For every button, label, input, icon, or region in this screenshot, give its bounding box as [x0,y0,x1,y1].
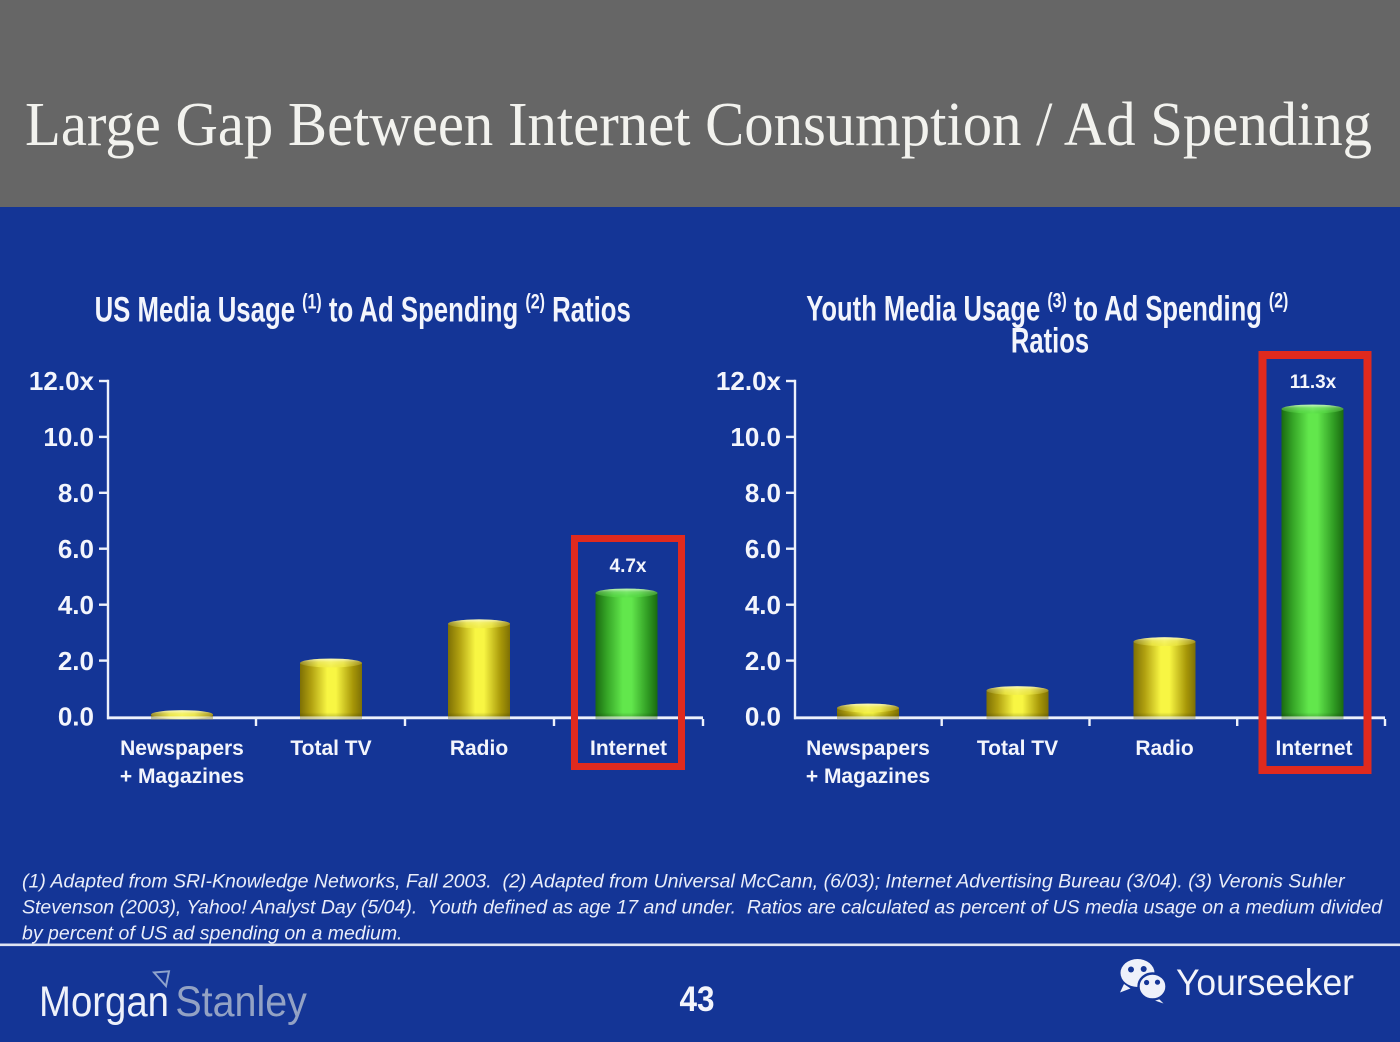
svg-text:Total TV: Total TV [977,737,1058,760]
svg-text:0.0: 0.0 [58,702,94,732]
svg-text:Newspapers: Newspapers [806,737,930,760]
svg-text:12.0x: 12.0x [29,366,95,396]
svg-text:Radio: Radio [450,737,508,760]
svg-text:11.3x: 11.3x [1290,372,1337,393]
svg-text:8.0: 8.0 [58,478,94,508]
svg-text:Radio: Radio [1135,737,1193,760]
svg-text:6.0: 6.0 [58,534,94,564]
svg-text:Youth Media Usage (3) to Ad Sp: Youth Media Usage (3) to Ad Spending (2) [806,289,1288,328]
svg-text:2.0: 2.0 [58,646,94,676]
svg-text:4.7x: 4.7x [610,556,647,577]
svg-text:43: 43 [680,980,715,1019]
svg-text:Morgan: Morgan [39,978,169,1026]
svg-text:Ratios: Ratios [1011,322,1089,361]
svg-text:6.0: 6.0 [745,534,781,564]
svg-text:Yourseeker: Yourseeker [1176,962,1354,1003]
svg-text:Internet: Internet [590,737,667,760]
svg-text:0.0: 0.0 [745,702,781,732]
svg-text:10.0: 10.0 [43,422,94,452]
svg-text:(1) Adapted from SRI-Knowledge: (1) Adapted from SRI-Knowledge Networks,… [22,871,1346,893]
svg-text:12.0x: 12.0x [716,366,782,396]
svg-text:Newspapers: Newspapers [120,737,244,760]
svg-text:by percent of US ad spending o: by percent of US ad spending on a medium… [22,923,402,945]
svg-text:+ Magazines: + Magazines [120,765,244,788]
svg-text:Stanley: Stanley [175,978,307,1026]
svg-text:+ Magazines: + Magazines [806,765,930,788]
svg-text:4.0: 4.0 [58,590,94,620]
svg-text:10.0: 10.0 [730,422,781,452]
svg-text:Internet: Internet [1275,737,1352,760]
svg-text:US Media Usage (1) to Ad Spend: US Media Usage (1) to Ad Spending (2) Ra… [95,290,631,330]
svg-text:Large Gap Between Internet Con: Large Gap Between Internet Consumption /… [25,91,1372,160]
svg-text:4.0: 4.0 [745,590,781,620]
svg-text:2.0: 2.0 [745,646,781,676]
svg-text:Total TV: Total TV [290,737,371,760]
svg-text:Stevenson (2003), Yahoo! Analy: Stevenson (2003), Yahoo! Analyst Day (5/… [22,897,1383,919]
svg-text:8.0: 8.0 [745,478,781,508]
